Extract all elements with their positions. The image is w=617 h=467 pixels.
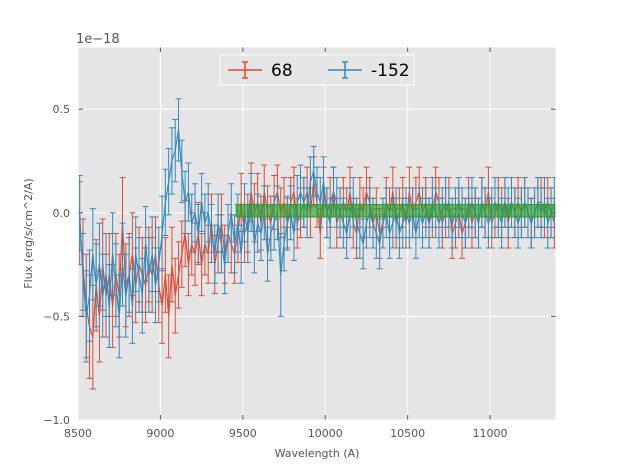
x-axis-label: Wavelength (A) — [275, 447, 360, 460]
plot-content — [78, 98, 556, 390]
plot-frame — [77, 46, 557, 421]
x-tick-label: 10000 — [308, 427, 343, 440]
x-tick-label: 9500 — [229, 427, 257, 440]
x-tick-label: 9000 — [146, 427, 174, 440]
y-tick-label: −0.5 — [43, 310, 70, 323]
y-tick-label: 0.0 — [53, 207, 71, 220]
x-tick-label: 10500 — [390, 427, 425, 440]
legend-entry-1: 68 — [228, 61, 293, 81]
plot-area — [78, 47, 556, 420]
y-offset-text: 1e−18 — [76, 32, 120, 47]
y-tick-label: 0.5 — [53, 103, 71, 116]
legend-label: 68 — [271, 61, 293, 81]
x-tick-label: 11000 — [473, 427, 508, 440]
x-tick-label: 8500 — [64, 427, 92, 440]
model-band — [235, 203, 556, 218]
legend: 68 -152 — [219, 54, 415, 86]
y-tick-label: −1.0 — [43, 414, 70, 427]
legend-label: -152 — [371, 61, 410, 81]
legend-entry-2: -152 — [328, 61, 410, 81]
y-axis-label: Flux (erg/s/cm^2/A) — [22, 178, 35, 288]
